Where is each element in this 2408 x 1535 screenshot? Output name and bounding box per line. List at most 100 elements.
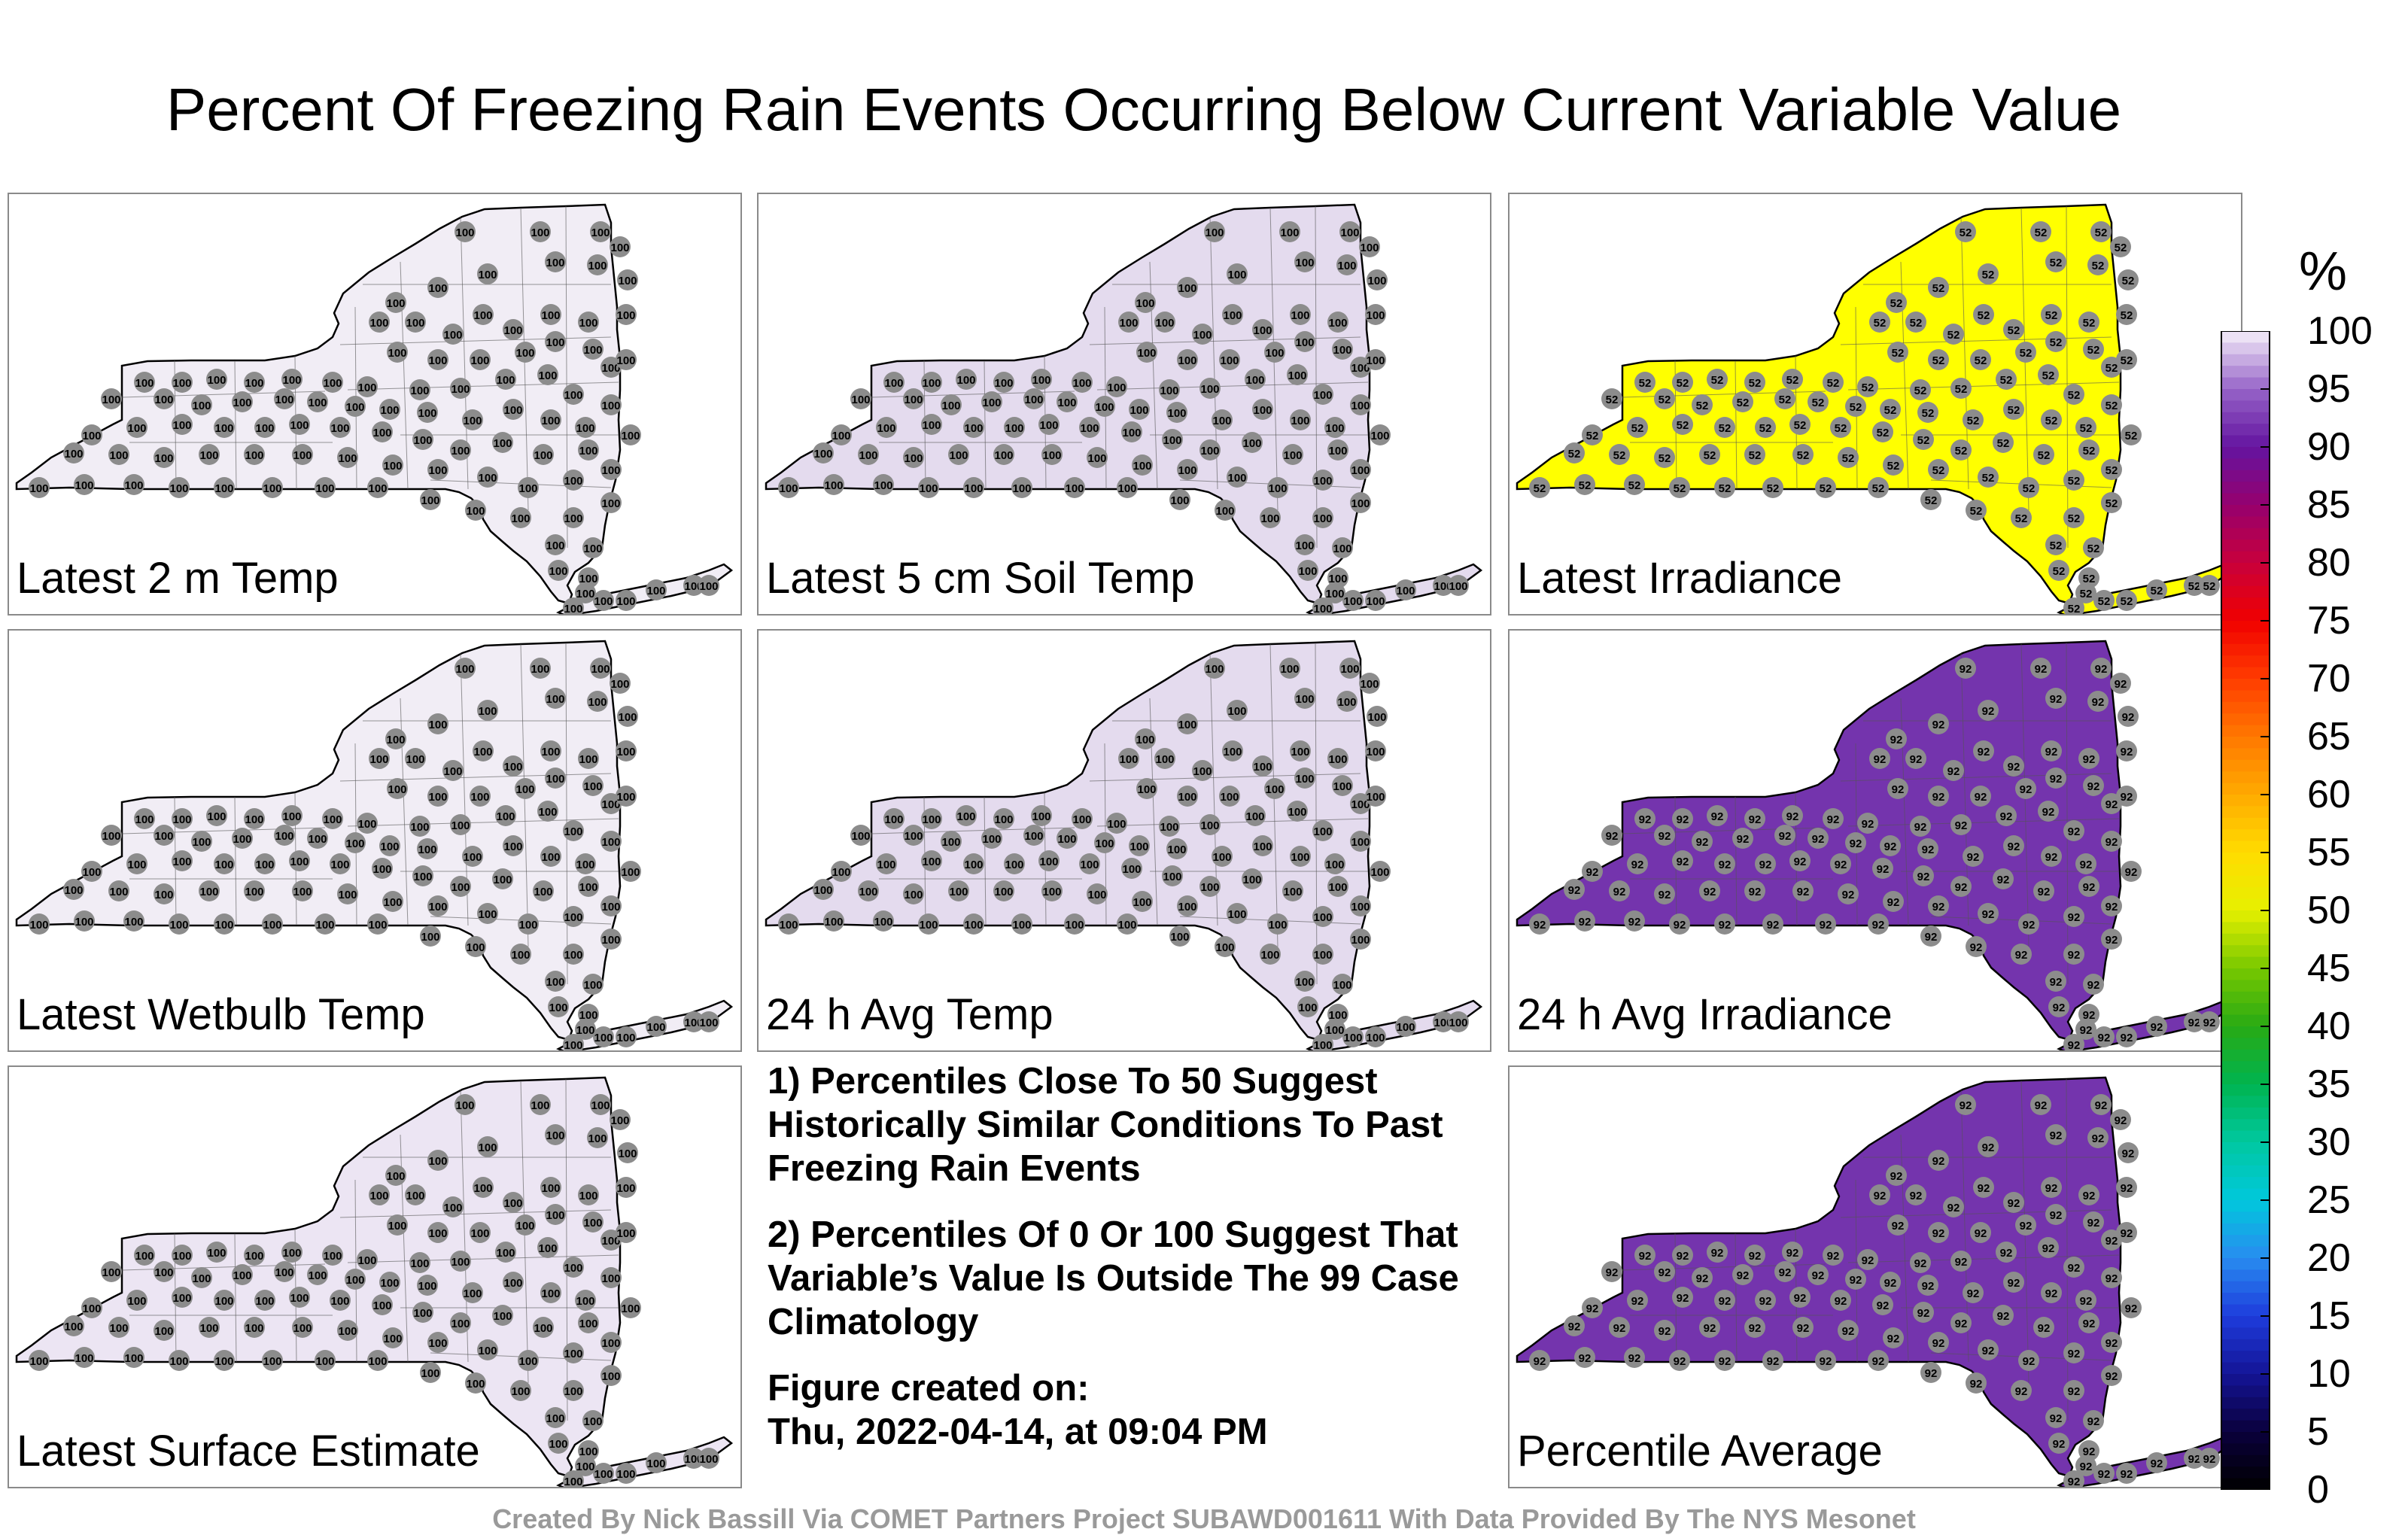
station-marker: 100 (587, 691, 608, 712)
station-value: 100 (192, 1272, 211, 1285)
station-value: 100 (616, 1182, 635, 1195)
station-marker: 100 (412, 429, 433, 450)
station-value: 52 (1749, 377, 1762, 390)
station-value: 100 (493, 1310, 512, 1323)
station-value: 92 (1659, 889, 1671, 901)
station-value: 100 (564, 475, 582, 488)
county-line (2066, 1078, 2069, 1421)
station-marker: 92 (1699, 1317, 1720, 1338)
station-marker: 92 (1966, 936, 1987, 957)
colorbar-tick-label: 55 (2307, 831, 2351, 874)
station-value: 100 (531, 226, 549, 239)
station-marker: 92 (1928, 786, 1949, 807)
station-value: 92 (1719, 1295, 1732, 1308)
colorbar-segment (2221, 1200, 2270, 1212)
station-marker: 100 (315, 477, 336, 498)
station-marker: 100 (1159, 379, 1180, 400)
station-marker: 92 (1823, 1245, 1844, 1266)
station-marker: 52 (2041, 304, 2062, 325)
station-marker: 100 (274, 388, 295, 409)
station-value: 52 (1917, 434, 1930, 447)
county-line (347, 818, 619, 827)
colorbar-tick-label: 50 (2307, 889, 2351, 932)
station-marker: 100 (442, 324, 464, 345)
colorbar-segment (2221, 713, 2270, 726)
colorbar-segment (2221, 910, 2270, 923)
station-value: 92 (2053, 1438, 2066, 1451)
station-value: 92 (1884, 840, 1897, 853)
station-marker: 92 (1880, 1272, 1901, 1293)
station-marker: 52 (2015, 342, 2036, 363)
station-value: 100 (541, 309, 560, 322)
station-value: 92 (1711, 1247, 1724, 1260)
colorbar-segment (2221, 1165, 2270, 1178)
station-marker: 100 (600, 1332, 622, 1353)
station-marker: 100 (540, 1282, 561, 1303)
station-marker: 100 (563, 1342, 584, 1363)
station-marker: 100 (405, 312, 426, 333)
station-value: 100 (579, 445, 597, 457)
colorbar-unit: % (2299, 242, 2348, 302)
station-value: 100 (463, 851, 482, 864)
station-value: 100 (1087, 452, 1106, 465)
station-value: 100 (135, 813, 154, 826)
station-marker: 100 (963, 417, 984, 438)
station-value: 100 (949, 886, 968, 898)
station-value: 52 (1850, 401, 1862, 414)
station-value: 92 (2080, 1295, 2093, 1308)
station-value: 100 (338, 452, 357, 465)
station-value: 52 (1922, 407, 1935, 420)
panel-label: 24 h Avg Temp (766, 990, 1054, 1039)
station-value: 52 (2105, 497, 2118, 510)
station-value: 100 (466, 505, 485, 518)
county-line (1840, 336, 2112, 345)
station-value: 52 (1947, 329, 1960, 342)
station-marker: 100 (1166, 402, 1187, 423)
station-marker: 52 (1978, 467, 1999, 488)
colorbar-segment (2221, 725, 2270, 737)
station-value: 100 (135, 1250, 154, 1263)
station-value: 92 (2015, 949, 2028, 962)
station-marker: 100 (1106, 813, 1127, 834)
station-value: 100 (496, 810, 515, 823)
station-marker: 100 (369, 1184, 390, 1205)
station-marker: 52 (2116, 349, 2137, 370)
station-value: 92 (1737, 833, 1750, 846)
station-marker: 92 (1654, 1320, 1675, 1341)
station-value: 100 (546, 1412, 564, 1425)
station-value: 100 (541, 1182, 560, 1195)
station-marker: 100 (254, 417, 275, 438)
station-value: 100 (372, 1299, 391, 1312)
station-value: 92 (1749, 1250, 1762, 1263)
station-value: 52 (2045, 309, 2058, 322)
colorbar-tick-label: 75 (2307, 599, 2351, 643)
colorbar-tick-label: 95 (2307, 367, 2351, 411)
station-marker: 100 (600, 459, 622, 480)
station-marker: 92 (2116, 1463, 2137, 1484)
colorbar-segment (2221, 527, 2270, 540)
station-marker: 92 (1669, 913, 1690, 935)
station-marker: 92 (1838, 883, 1859, 904)
station-marker: 52 (1963, 409, 1984, 430)
colorbar-segment (2221, 956, 2270, 969)
station-value: 92 (2023, 919, 2036, 932)
station-value: 52 (1982, 269, 1995, 281)
station-marker: 100 (492, 1305, 513, 1326)
station-value: 100 (1223, 746, 1242, 758)
station-value: 100 (102, 1266, 120, 1279)
station-value: 100 (1242, 874, 1261, 886)
station-value: 100 (601, 1337, 620, 1350)
station-marker: 92 (2045, 1407, 2066, 1428)
station-value: 100 (877, 422, 895, 435)
station-value: 100 (1343, 1032, 1362, 1044)
station-marker: 100 (81, 424, 102, 445)
station-value: 92 (1606, 830, 1619, 843)
colorbar-segment (2221, 366, 2270, 378)
station-marker: 100 (1106, 376, 1127, 397)
station-value: 100 (941, 400, 960, 412)
station-value: 52 (2121, 309, 2133, 322)
station-value: 100 (779, 919, 798, 932)
station-value: 100 (1313, 512, 1332, 525)
station-value: 100 (154, 1325, 173, 1338)
station-marker: 52 (2087, 254, 2109, 275)
